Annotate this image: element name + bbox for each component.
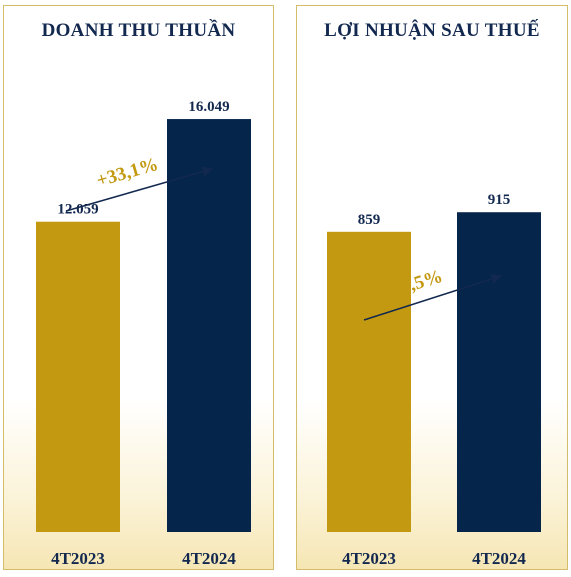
chart-title: DOANH THU THUẦN xyxy=(41,20,236,41)
bar-4t2023 xyxy=(36,221,120,532)
revenue-chart-panel: DOANH THU THUẦN 12.059 4T2023 16.049 4T2024… xyxy=(3,5,274,570)
data-label: 915 xyxy=(488,192,511,208)
category-label: 4T2024 xyxy=(472,549,526,568)
bar-4t2023 xyxy=(327,231,411,532)
chart-title: LỢI NHUẬN SAU THUẾ xyxy=(324,20,540,41)
profit-chart-panel: LỢI NHUẬN SAU THUẾ 859 4T2023 915 4T2024 +6,… xyxy=(296,5,568,570)
category-label: 4T2023 xyxy=(51,549,105,568)
bar-4t2024 xyxy=(167,119,251,532)
data-label: 16.049 xyxy=(188,99,229,115)
data-label: 859 xyxy=(358,212,381,228)
bar-4t2024 xyxy=(457,212,541,532)
data-label: 12.059 xyxy=(57,202,98,218)
category-label: 4T2024 xyxy=(182,549,236,568)
category-label: 4T2023 xyxy=(342,549,396,568)
growth-arrow xyxy=(65,166,214,212)
growth-arrow xyxy=(363,273,502,321)
